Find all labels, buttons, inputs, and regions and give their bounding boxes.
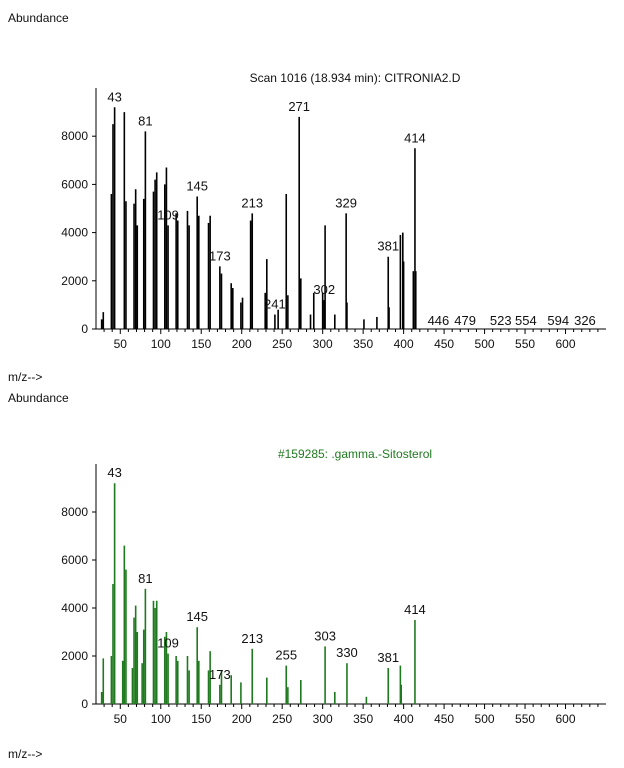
x-tick-label: 350 [353, 712, 373, 726]
spectrum-panel-sample: 0 2000 4000 6000 8000 50 100 150 200 250 300 350 400… [61, 88, 606, 351]
peak-label: 81 [138, 571, 152, 586]
peak-label: 145 [186, 609, 208, 624]
x-tick-label: 500 [475, 337, 495, 351]
y-tick-label: 6000 [61, 177, 88, 191]
peak-label: 302 [313, 282, 335, 297]
xlabel-bottom: m/z--> [8, 747, 42, 761]
peak-label: 173 [209, 667, 231, 682]
y-tick-label: 4000 [61, 226, 88, 240]
tail-peak-label: 446 [428, 313, 450, 328]
peak-label: 330 [336, 645, 358, 660]
y-tick-label: 0 [81, 322, 88, 336]
tail-peak-label: 554 [515, 313, 537, 328]
tail-peak-label: 523 [490, 313, 512, 328]
x-tick-label: 550 [515, 337, 535, 351]
x-tick-label: 250 [272, 337, 292, 351]
x-tick-label: 100 [151, 712, 171, 726]
x-tick-label: 600 [556, 712, 576, 726]
peak-label: 255 [275, 648, 297, 663]
peak-label: 43 [107, 89, 121, 104]
peak-label: 271 [288, 99, 310, 114]
x-tick-label: 100 [151, 337, 171, 351]
y-tick-label: 8000 [61, 505, 88, 519]
spectrum-panel-library: 0 2000 4000 6000 8000 50 100 150 200 250 300 350 400… [61, 464, 606, 726]
x-tick-label: 300 [313, 712, 333, 726]
y-tick-label: 4000 [61, 601, 88, 615]
x-tick-label: 550 [515, 712, 535, 726]
x-tick-label: 200 [232, 337, 252, 351]
xlabel-top: m/z--> [8, 370, 42, 384]
x-tick-label: 250 [272, 712, 292, 726]
peak-label: 381 [377, 650, 399, 665]
peak-label: 414 [404, 130, 426, 145]
peak-label: 381 [377, 239, 399, 254]
x-tick-label: 450 [434, 712, 454, 726]
peak-label: 329 [335, 195, 357, 210]
peak-label: 213 [241, 195, 263, 210]
x-tick-label: 300 [313, 337, 333, 351]
x-tick-label: 400 [394, 712, 414, 726]
peak-label: 241 [264, 297, 286, 312]
x-tick-label: 600 [556, 337, 576, 351]
x-tick-label: 200 [232, 712, 252, 726]
ylabel-top: Abundance [8, 11, 69, 25]
peak-label: 414 [404, 602, 426, 617]
peak-label: 109 [157, 636, 179, 651]
peak-label: 173 [209, 248, 231, 263]
tail-peak-label: 594 [547, 313, 569, 328]
tail-peak-label: 479 [454, 313, 476, 328]
peak-label: 303 [314, 628, 336, 643]
peak-label: 43 [107, 465, 121, 480]
y-tick-label: 8000 [61, 129, 88, 143]
chart-title-top: Scan 1016 (18.934 min): CITRONIA2.D [250, 71, 461, 85]
tail-peak-label: 326 [574, 313, 596, 328]
x-tick-label: 50 [114, 337, 128, 351]
x-tick-label: 50 [114, 712, 128, 726]
x-tick-label: 450 [434, 337, 454, 351]
y-tick-label: 0 [81, 697, 88, 711]
x-tick-label: 150 [191, 712, 211, 726]
peak-label: 109 [157, 207, 179, 222]
x-tick-label: 400 [394, 337, 414, 351]
ylabel-bottom: Abundance [8, 391, 69, 405]
x-tick-label: 500 [475, 712, 495, 726]
chart-title-bottom: #159285: .gamma.-Sitosterol [278, 447, 432, 461]
y-tick-label: 2000 [61, 649, 88, 663]
y-tick-label: 6000 [61, 553, 88, 567]
y-tick-label: 2000 [61, 274, 88, 288]
peak-label: 213 [241, 631, 263, 646]
peak-label: 145 [186, 178, 208, 193]
x-tick-label: 350 [353, 337, 373, 351]
x-tick-label: 150 [191, 337, 211, 351]
peak-label: 81 [138, 113, 152, 128]
